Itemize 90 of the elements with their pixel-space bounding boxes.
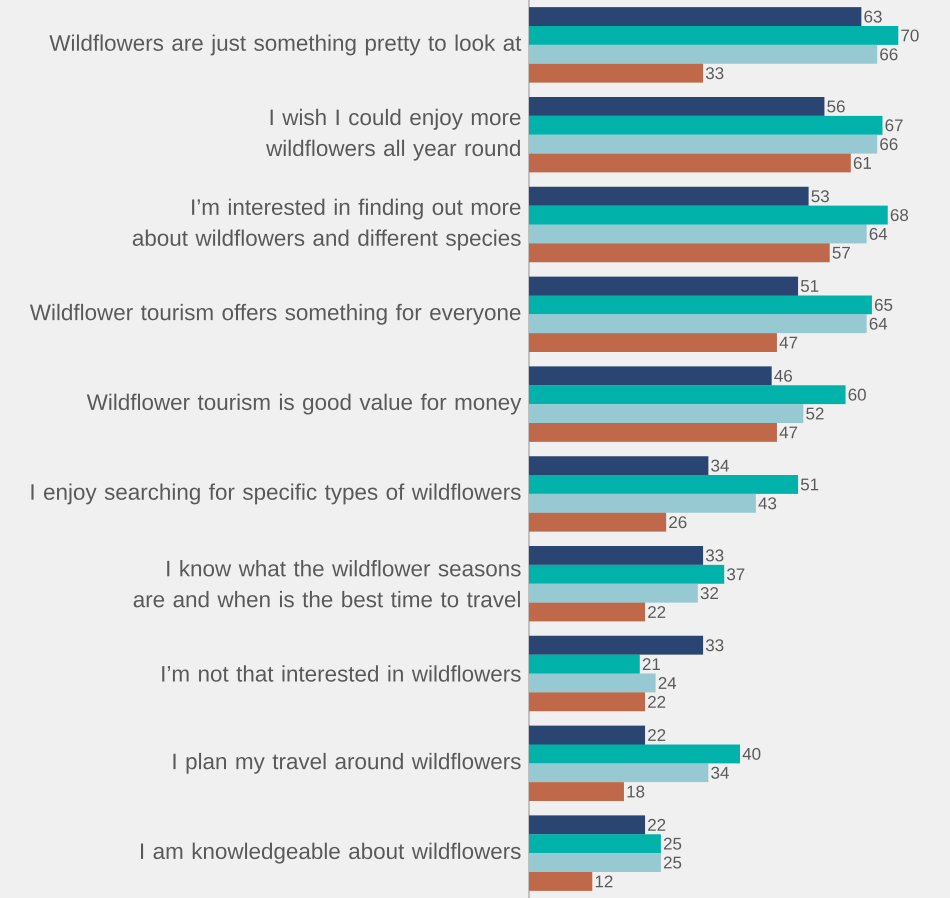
bar: [528, 546, 704, 565]
bar: [528, 404, 804, 423]
data-label: 47: [780, 426, 798, 438]
bar: [528, 64, 704, 83]
bar: [528, 44, 878, 64]
data-label: 65: [874, 298, 892, 311]
bar: [528, 744, 740, 764]
data-label: 43: [758, 497, 776, 510]
bar: [528, 834, 661, 854]
bar: [528, 726, 646, 744]
bar: [528, 602, 646, 622]
bar: [528, 243, 830, 262]
bar: [528, 206, 888, 225]
data-label: 25: [664, 856, 682, 869]
data-label: 37: [727, 568, 744, 580]
y-tick-label: I’m not that interested in wildflowers: [162, 665, 521, 682]
y-tick-label: Wildflowers are just something pretty to look at: [49, 34, 522, 56]
data-label: 64: [870, 318, 888, 330]
bar: [528, 782, 624, 802]
bar: [528, 26, 898, 45]
data-label: 18: [627, 786, 644, 798]
data-label: 52: [806, 408, 824, 420]
bar: [528, 674, 656, 692]
data-label: 26: [669, 516, 686, 528]
bar: [528, 512, 666, 532]
bar: [528, 385, 846, 404]
data-label: 70: [901, 29, 919, 42]
bar: [528, 116, 882, 135]
bar: [528, 224, 867, 244]
bar: [528, 564, 724, 584]
bar: [528, 276, 798, 296]
bar: [528, 295, 872, 314]
bar: [528, 422, 777, 442]
data-label: 66: [880, 48, 898, 60]
data-label: 33: [706, 639, 724, 652]
y-tick-label: Wildflower tourism offers something for everyone: [30, 304, 520, 325]
bar: [528, 872, 592, 891]
data-label: 60: [848, 388, 866, 401]
y-tick-label: I plan my travel around wildflowers: [173, 752, 521, 774]
bar: [528, 815, 646, 834]
data-label: 67: [886, 119, 903, 132]
bar: [528, 763, 708, 782]
bar: [528, 494, 756, 513]
bar: [528, 186, 809, 206]
bar: [528, 636, 704, 655]
data-label: 34: [711, 766, 729, 779]
bar: [528, 134, 878, 154]
data-label: 24: [658, 677, 676, 689]
data-label: 61: [854, 156, 872, 169]
bar: [528, 692, 646, 712]
bar: [528, 366, 772, 386]
data-label: 22: [648, 729, 666, 741]
data-label: 47: [780, 336, 798, 348]
bar: [528, 475, 798, 494]
data-label: 33: [706, 549, 724, 562]
y-tick-label: I wish I could enjoy more wildflowers all year round: [266, 108, 520, 161]
data-label: 33: [706, 67, 724, 80]
y-tick-label: I’m interested in finding out more about wildflowers and different species: [132, 198, 521, 250]
bar: [528, 456, 708, 476]
data-label: 56: [827, 100, 845, 112]
data-label: 68: [890, 209, 908, 222]
data-label: 53: [811, 190, 829, 202]
data-label: 64: [870, 228, 888, 240]
data-label: 57: [832, 246, 850, 259]
data-label: 21: [642, 658, 660, 670]
data-label: 40: [742, 748, 760, 760]
data-label: 25: [664, 838, 682, 850]
y-tick-label: Wildflower tourism is good value for money: [86, 394, 522, 415]
bar: [528, 314, 867, 334]
bar: [528, 333, 777, 352]
y-tick-label: I know what the wildflower seasons are and when is the best time to travel: [134, 560, 521, 608]
data-label: 32: [700, 587, 718, 600]
data-label: 34: [711, 460, 729, 472]
data-label: 22: [648, 606, 666, 618]
data-label: 46: [774, 370, 792, 382]
bar: [528, 654, 640, 674]
y-tick-label: I am knowledgeable about wildflowers: [141, 842, 521, 864]
y-tick-label: I enjoy searching for specific types of wildflowers: [31, 483, 521, 504]
data-label: 22: [648, 696, 666, 708]
data-label: 51: [800, 478, 818, 490]
data-label: 66: [880, 138, 898, 150]
data-label: 22: [648, 818, 666, 831]
bar: [528, 154, 851, 172]
bar: [528, 853, 661, 872]
data-label: 12: [596, 875, 612, 888]
data-label: 63: [864, 10, 882, 23]
bar: [528, 7, 862, 26]
bar: [528, 96, 824, 116]
data-label: 51: [800, 280, 818, 292]
bar: [528, 584, 698, 603]
